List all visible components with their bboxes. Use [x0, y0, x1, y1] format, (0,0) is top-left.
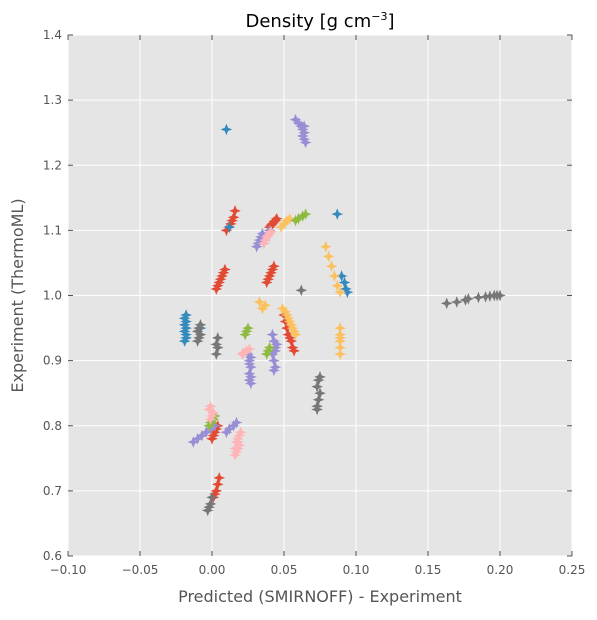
data-point-gray [311, 400, 323, 413]
x-tick-label: 0.25 [559, 563, 586, 577]
y-tick-label: 0.7 [43, 484, 62, 498]
data-point-gray [210, 348, 223, 360]
data-point-purple [268, 364, 280, 377]
data-point-purple [243, 358, 256, 370]
data-point-green [263, 341, 276, 354]
x-tick-label: 0.20 [487, 563, 514, 577]
data-point-red [219, 263, 231, 276]
chart-title-main: Density [g cm [245, 11, 371, 32]
data-point-purple [269, 345, 282, 357]
data-point-pink [229, 442, 241, 455]
data-point-red [210, 485, 223, 497]
y-tick-label: 1.2 [43, 158, 62, 172]
grid-lines [67, 34, 573, 557]
data-point-purple [245, 351, 257, 364]
data-point-yellow [253, 296, 266, 308]
data-point-green [242, 322, 254, 334]
data-point-pink [232, 436, 244, 448]
data-point-yellow [319, 240, 332, 253]
data-point-green [292, 212, 305, 225]
data-point-purple [223, 423, 236, 435]
chart-title: Density [g cm−3] [245, 10, 394, 32]
data-point-yellow [259, 299, 272, 312]
data-point-pink [243, 343, 256, 355]
chart-title-superscript: −3 [371, 10, 387, 23]
x-tick-label: 0.10 [343, 563, 370, 577]
data-point-pink [234, 426, 247, 439]
data-point-blue [223, 221, 236, 233]
data-point-purple [191, 432, 204, 445]
data-point-blue [220, 123, 233, 136]
data-point-red [270, 212, 283, 225]
data-point-purple [299, 136, 312, 149]
data-point-yellow [334, 348, 346, 360]
data-point-blue [331, 208, 344, 220]
data-point-red [211, 478, 224, 491]
data-point-purple [298, 120, 310, 133]
y-tick-label: 1.1 [43, 223, 62, 237]
y-tick-label: 1.0 [43, 289, 62, 303]
data-point-purple [196, 429, 208, 442]
data-point-blue [335, 270, 348, 282]
data-point-red [288, 345, 300, 357]
data-point-red [268, 260, 280, 273]
y-tick-labels: 0.6 0.7 0.8 0.9 1.0 1.1 1.2 1.3 1.4 [43, 28, 62, 563]
y-tick-label: 1.4 [43, 28, 62, 42]
data-point-gray [204, 498, 217, 510]
y-tick-label: 0.8 [43, 419, 62, 433]
x-tick-labels: −0.10 −0.05 0.00 0.05 0.10 0.15 0.20 0.25 [50, 563, 586, 577]
x-tick-label: 0.05 [271, 563, 298, 577]
data-point-pink [265, 225, 277, 238]
data-point-yellow [322, 250, 335, 263]
x-tick-label: 0.15 [415, 563, 442, 577]
data-point-blue [180, 309, 192, 321]
x-tick-label: −0.05 [122, 563, 159, 577]
data-point-yellow [331, 279, 344, 292]
x-tick-label: 0.00 [199, 563, 226, 577]
data-point-green [299, 208, 312, 220]
data-points [178, 113, 506, 517]
data-point-gray [314, 387, 326, 400]
data-point-gray [450, 296, 463, 308]
data-point-red [227, 211, 240, 224]
data-point-purple [187, 436, 200, 448]
data-point-pink [207, 406, 220, 419]
data-point-yellow [334, 332, 346, 344]
data-point-red [213, 472, 226, 484]
data-point-yellow [289, 328, 302, 341]
data-point-gray [311, 380, 323, 393]
y-tick-label: 1.3 [43, 93, 62, 107]
data-point-yellow [334, 286, 346, 299]
data-point-blue [341, 286, 354, 299]
data-point-gray [211, 332, 224, 344]
y-axis-label: Experiment (ThermoML) [8, 198, 27, 392]
x-axis-label: Predicted (SMIRNOFF) - Experiment [178, 587, 462, 606]
data-point-gray [314, 371, 326, 383]
x-tick-label: −0.10 [50, 563, 87, 577]
data-point-gray [440, 297, 453, 310]
data-point-yellow [325, 260, 338, 273]
data-point-pink [204, 400, 217, 413]
y-tick-label: 0.6 [43, 549, 62, 563]
y-tick-label: 0.9 [43, 354, 62, 368]
data-point-purple [245, 377, 257, 390]
data-point-gray [462, 292, 475, 305]
data-point-purple [270, 338, 283, 351]
data-point-red [229, 205, 241, 217]
chart-title-suffix: ] [387, 11, 394, 32]
data-point-gray [194, 318, 207, 331]
data-point-yellow [328, 270, 341, 282]
data-point-purple [230, 416, 243, 429]
data-point-yellow [283, 212, 296, 225]
data-point-gray [494, 289, 506, 302]
data-point-purple [200, 426, 213, 439]
data-point-gray [206, 491, 218, 504]
data-point-gray [210, 338, 223, 351]
axis-ticks [67, 34, 573, 557]
data-point-gray [295, 284, 308, 297]
